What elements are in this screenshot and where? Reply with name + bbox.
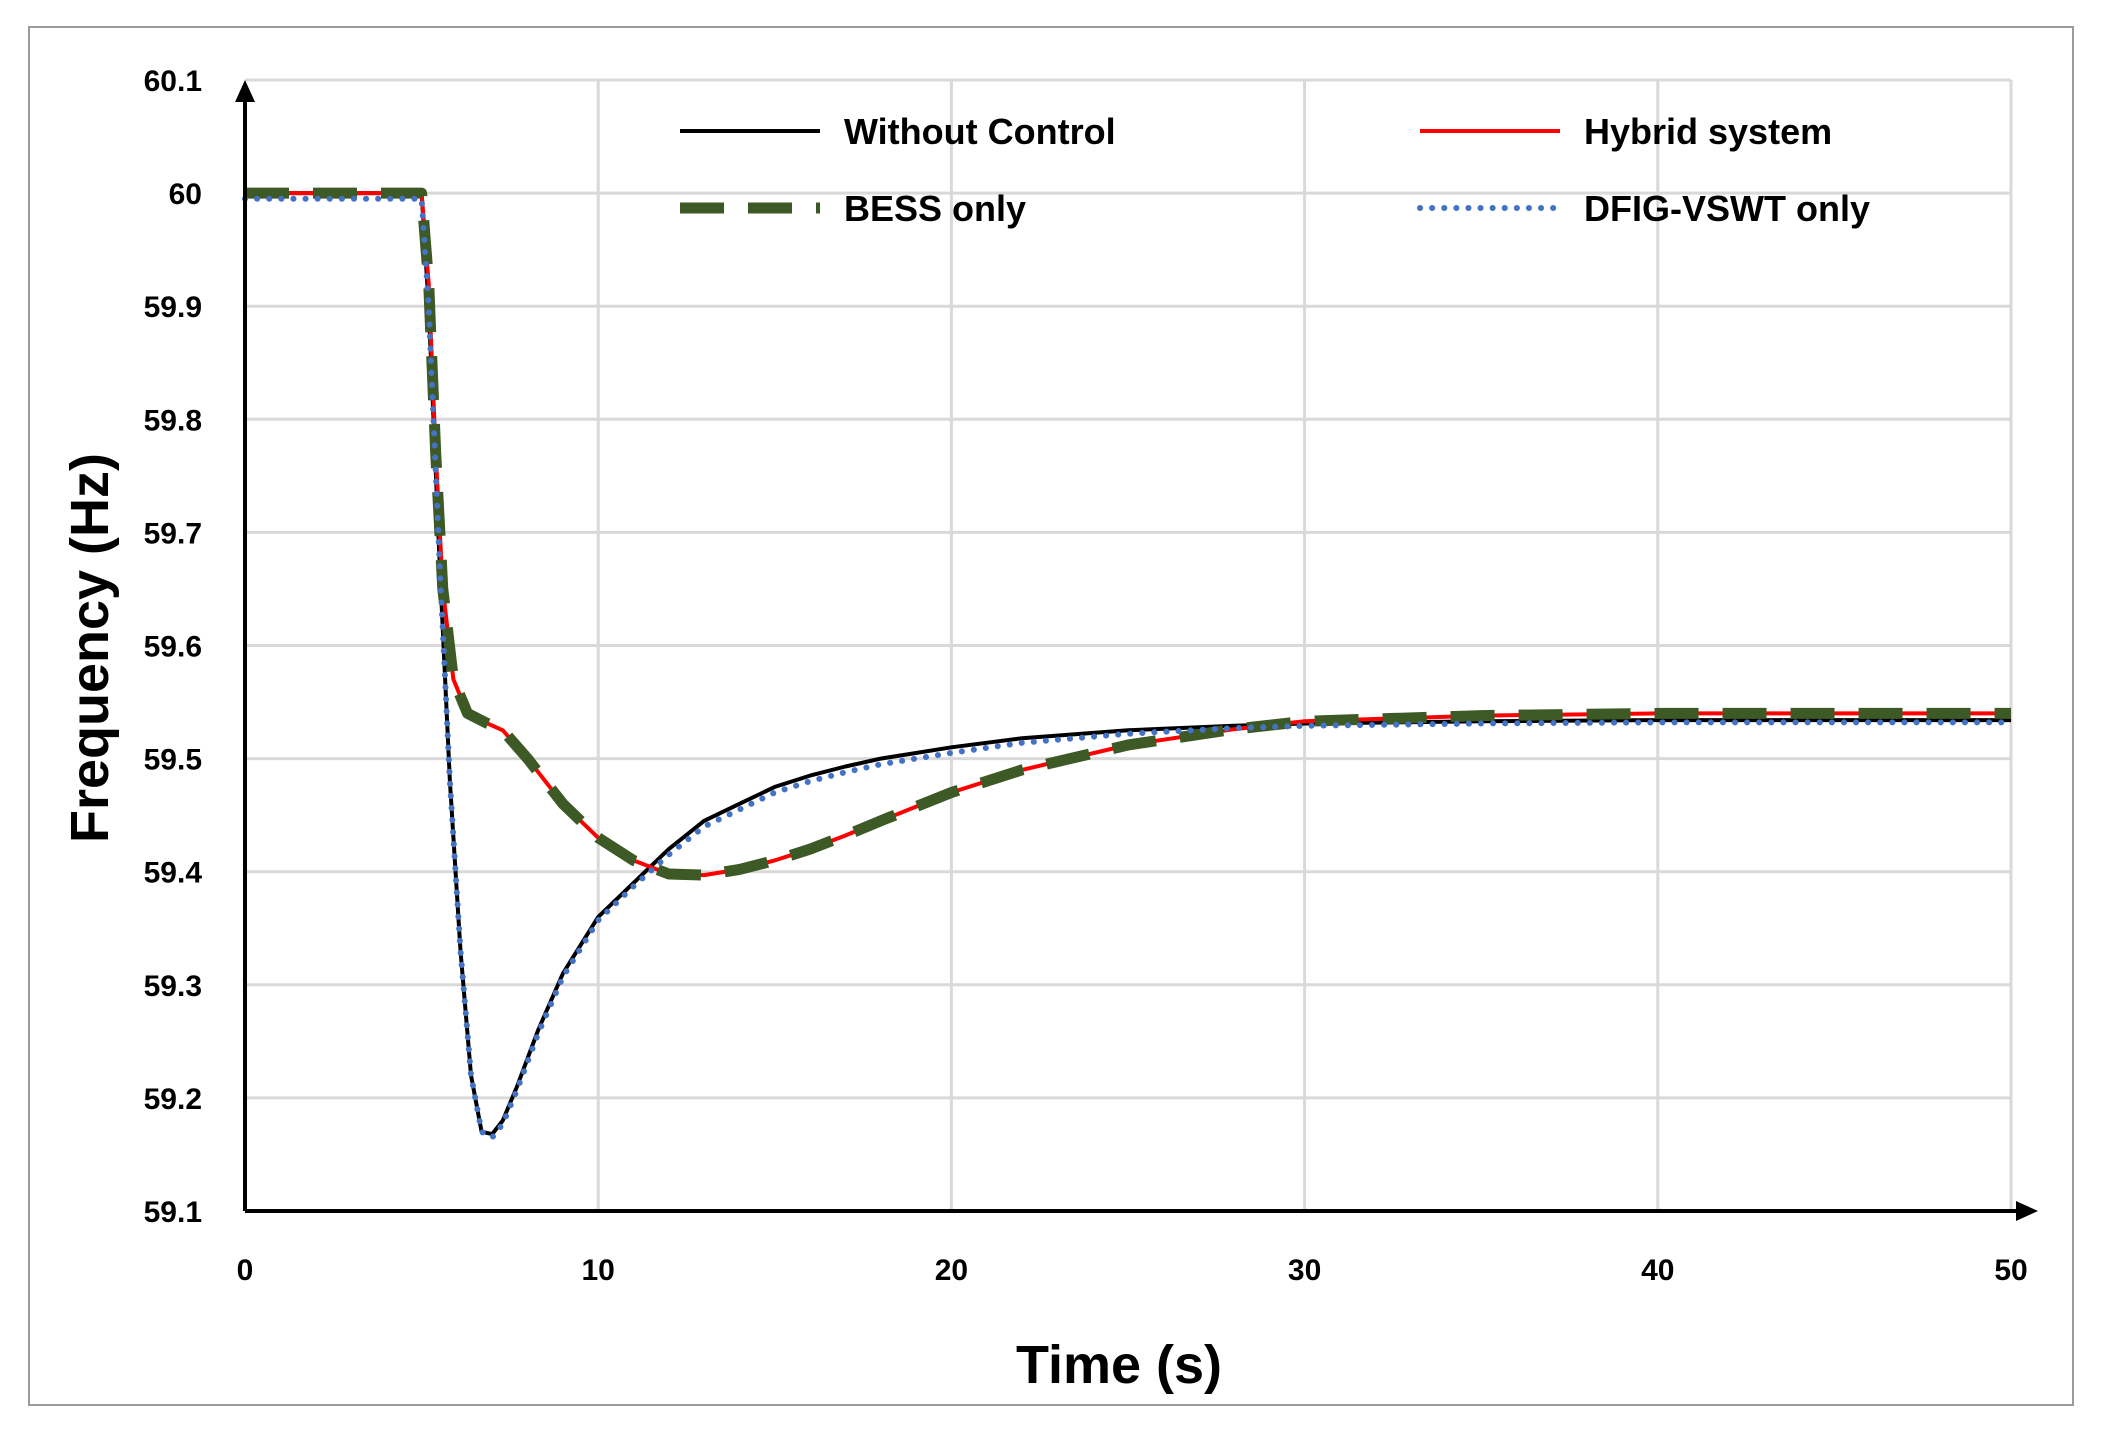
y-tick-label: 59.6 [144, 631, 202, 664]
x-tick-label: 0 [237, 1254, 254, 1287]
line-chart: 59.1 59.2 59.3 59.4 59.5 59.6 59.7 59.8 59.9 60 60… [60, 65, 2038, 1395]
x-axis-arrow [2016, 1201, 2038, 1221]
x-axis-title: Time (s) [1016, 1335, 1222, 1395]
y-tick-label: 59.9 [144, 291, 202, 324]
grid [245, 78, 2013, 1211]
y-tick-label: 59.4 [144, 857, 203, 890]
tick-labels: 59.1 59.2 59.3 59.4 59.5 59.6 59.7 59.8 59.9 60 60… [144, 65, 2028, 1287]
chart-frame: 59.1 59.2 59.3 59.4 59.5 59.6 59.7 59.8 59.9 60 60… [28, 26, 2074, 1406]
legend-label-without-control: Without Control [844, 111, 1116, 152]
legend-label-dfig-vswt-only: DFIG-VSWT only [1584, 188, 1870, 229]
x-tick-label: 50 [1994, 1254, 2027, 1287]
y-axis-title: Frequency (Hz) [60, 453, 120, 843]
y-tick-label: 59.2 [144, 1083, 202, 1116]
y-tick-label: 59.3 [144, 970, 202, 1003]
y-tick-label: 59.7 [144, 517, 202, 550]
x-tick-label: 40 [1641, 1254, 1674, 1287]
axes [235, 80, 2038, 1221]
series-line-dfig-vswt-only [242, 195, 2014, 1141]
legend: Without Control Hybrid system BESS only DFI… [680, 111, 1870, 229]
y-tick-label: 59.5 [144, 744, 202, 777]
x-tick-label: 20 [935, 1254, 968, 1287]
legend-label-bess-only: BESS only [844, 188, 1026, 229]
y-tick-label: 60 [169, 178, 202, 211]
x-tick-label: 10 [582, 1254, 615, 1287]
legend-label-hybrid-system: Hybrid system [1584, 111, 1832, 152]
series-line-bess-only [245, 187, 2011, 881]
y-tick-label: 60.1 [144, 65, 202, 98]
series-line-without-control [245, 191, 2011, 1137]
y-axis-arrow [235, 80, 255, 102]
series-line-hybrid-system [245, 191, 2011, 878]
x-tick-label: 30 [1288, 1254, 1321, 1287]
y-tick-label: 59.8 [144, 404, 202, 437]
series-lines [242, 187, 2014, 1141]
y-tick-label: 59.1 [144, 1196, 202, 1229]
